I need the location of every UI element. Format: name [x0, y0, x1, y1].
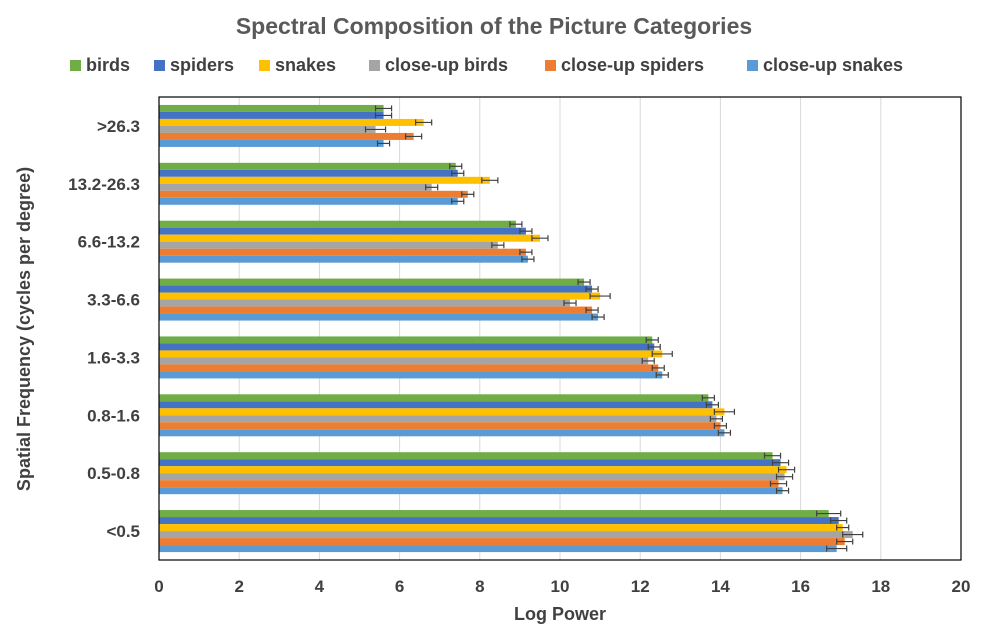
bar [159, 480, 779, 488]
bar [159, 220, 516, 228]
bar [159, 357, 649, 365]
legend-swatch [545, 60, 556, 71]
legend-swatch [154, 60, 165, 71]
bar [159, 531, 853, 539]
bar [159, 132, 414, 140]
bar [159, 162, 456, 170]
y-tick-label: 3.3-6.6 [87, 291, 140, 310]
y-tick-label: >26.3 [97, 117, 140, 136]
bar [159, 336, 653, 344]
x-tick-label: 20 [952, 577, 971, 596]
legend-label: snakes [275, 55, 336, 75]
legend-swatch [70, 60, 81, 71]
bars [159, 104, 853, 553]
bar [159, 422, 721, 430]
legend-label: close-up snakes [763, 55, 903, 75]
legend-label: close-up birds [385, 55, 508, 75]
plot-area-frame [158, 96, 962, 561]
bar [159, 241, 498, 249]
legend: birds spiders snakes close-up birds close-up… [70, 55, 903, 75]
bar [159, 487, 783, 495]
x-tick-label: 12 [631, 577, 650, 596]
y-tick-label: <0.5 [106, 522, 140, 541]
bar [159, 394, 709, 402]
bar [159, 517, 839, 525]
y-axis-tick-labels: >26.3 13.2-26.3 6.6-13.2 3.3-6.6 1.6-3.3 0.8-… [68, 117, 140, 541]
x-tick-label: 4 [315, 577, 325, 596]
legend-label: birds [86, 55, 130, 75]
x-tick-label: 16 [791, 577, 810, 596]
y-tick-label: 1.6-3.3 [87, 348, 140, 367]
bar [159, 408, 725, 416]
y-tick-label: 0.5-0.8 [87, 464, 140, 483]
bar [159, 415, 717, 423]
bar [159, 401, 713, 409]
error-bars [364, 105, 864, 552]
x-tick-label: 18 [871, 577, 890, 596]
y-tick-label: 6.6-13.2 [78, 233, 140, 252]
legend-swatch [259, 60, 270, 71]
bar [159, 278, 585, 286]
bar [159, 125, 376, 133]
bar [159, 371, 663, 379]
x-tick-label: 14 [711, 577, 730, 596]
x-tick-label: 2 [234, 577, 243, 596]
bar [159, 364, 659, 372]
bar [159, 227, 526, 235]
x-axis-title: Log Power [514, 604, 606, 624]
bar [159, 452, 773, 460]
bar [159, 459, 781, 467]
bar [159, 473, 785, 481]
bar [159, 190, 468, 198]
bar [159, 524, 843, 532]
y-axis-title: Spatial Frequency (cycles per degree) [14, 167, 34, 491]
bar [159, 545, 837, 553]
x-tick-label: 10 [551, 577, 570, 596]
legend-label: close-up spiders [561, 55, 704, 75]
bar [159, 350, 663, 358]
legend-swatch [747, 60, 758, 71]
bar [159, 118, 424, 126]
bar [159, 255, 528, 263]
y-tick-label: 13.2-26.3 [68, 175, 140, 194]
bar [159, 313, 599, 321]
bar [159, 343, 655, 351]
bar [159, 234, 540, 242]
y-tick-label: 0.8-1.6 [87, 406, 140, 425]
bar [159, 111, 384, 119]
legend-swatch [369, 60, 380, 71]
x-axis-tick-labels: 0 2 4 6 8 10 12 14 16 18 20 [154, 577, 970, 596]
bar [159, 285, 593, 293]
bar [159, 292, 601, 300]
bar [159, 104, 384, 112]
legend-label: spiders [170, 55, 234, 75]
bar [159, 466, 787, 474]
x-tick-label: 8 [475, 577, 484, 596]
bar [159, 306, 593, 314]
bar [159, 299, 571, 307]
bar [159, 139, 384, 147]
bar [159, 176, 490, 184]
bar [159, 197, 458, 205]
x-tick-label: 0 [154, 577, 163, 596]
bar [159, 538, 845, 546]
bar [159, 248, 526, 256]
chart-title: Spectral Composition of the Picture Cate… [236, 13, 752, 39]
bar [159, 169, 458, 177]
bar [159, 510, 829, 518]
x-tick-label: 6 [395, 577, 404, 596]
bar [159, 183, 432, 191]
bar [159, 429, 725, 437]
